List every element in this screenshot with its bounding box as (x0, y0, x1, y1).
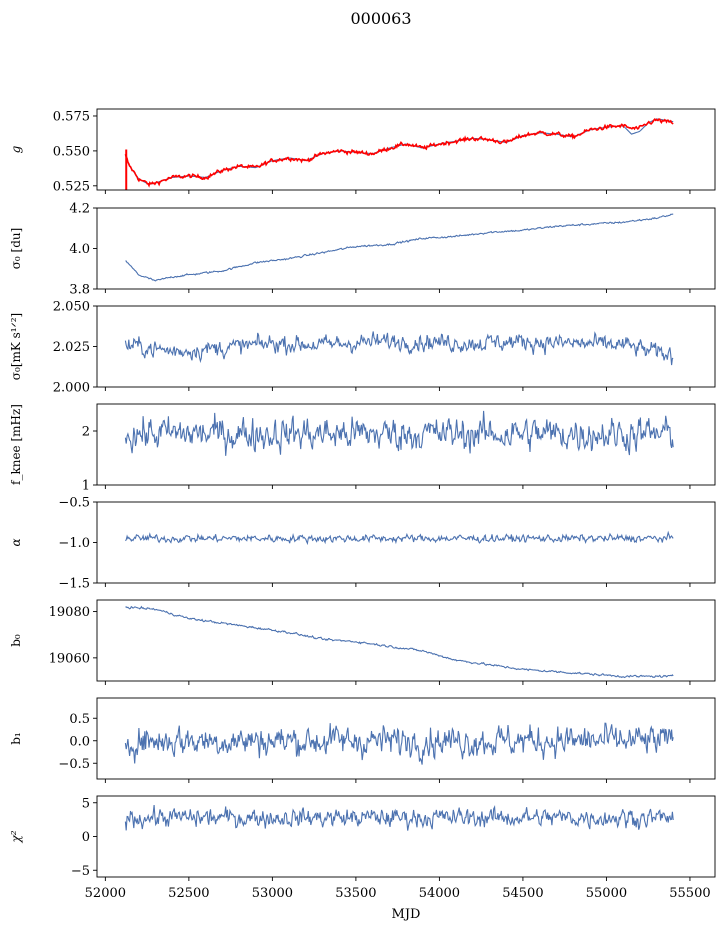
panel-fknee: 1 2 f_knee [mHz] (9, 403, 716, 494)
ytick-label: 0.5 (69, 712, 90, 727)
series-line-g-1 (124, 117, 674, 188)
panel-frame (96, 207, 716, 290)
series-line-b0-0 (125, 605, 674, 679)
ytick-label: 4.0 (69, 242, 90, 257)
panel-frame (96, 108, 716, 191)
ytick-label: 4.2 (69, 202, 90, 217)
series-line-alpha-0 (125, 530, 674, 546)
ytick-label: 0.550 (53, 144, 90, 159)
xtick-label: 52500 (168, 886, 209, 901)
ytick-label: 3.8 (69, 283, 90, 298)
ytick-label: 0.525 (53, 179, 90, 194)
panel-frame (96, 403, 716, 486)
ylabel-fknee: f_knee [mHz] (9, 404, 23, 485)
ytick-label: 1 (82, 479, 90, 494)
ytick-label: −0.5 (58, 757, 90, 772)
panel-frame (96, 697, 716, 780)
panel-b1: −0.5 0.0 0.5 b₁ (9, 697, 716, 783)
series-line-fknee-0 (124, 410, 674, 456)
series-line-sigma0-du-0 (125, 213, 674, 282)
series-line-chi2-0 (124, 804, 674, 831)
ylabel-alpha: α (9, 538, 23, 546)
ytick-label: 2.000 (53, 381, 90, 396)
ylabel-b0: b₀ (9, 634, 23, 647)
figure-title: 000063 (350, 9, 411, 28)
panel-frame (96, 795, 716, 878)
ytick-label: 19080 (49, 605, 90, 620)
ytick-label: 5 (82, 796, 90, 811)
panel-frame (96, 501, 716, 584)
ylabel-g: g (9, 145, 23, 153)
shared-x-axis: 52000 52500 53000 53500 54000 54500 55000 55500… (85, 886, 711, 922)
ytick-label: 19060 (49, 651, 90, 666)
ylabel-sigma0-mks: σ₀[mK s¹ᐟ²] (9, 313, 23, 380)
panel-frame (96, 599, 716, 682)
xtick-label: 53000 (252, 886, 293, 901)
ytick-label: −1.5 (58, 577, 90, 592)
series-line-b1-0 (124, 722, 674, 765)
ytick-label: −5 (71, 864, 90, 879)
ylabel-sigma0-du: σ₀ [du] (9, 228, 23, 270)
xtick-label: 55500 (669, 886, 710, 901)
xtick-label: 55000 (586, 886, 627, 901)
ytick-label: −0.5 (58, 496, 90, 511)
xtick-label: 53500 (335, 886, 376, 901)
ytick-label: 2.050 (53, 300, 90, 315)
xtick-label: 54500 (502, 886, 543, 901)
panel-chi2: −5 0 5 χ² (9, 795, 716, 881)
ylabel-b1: b₁ (9, 732, 23, 745)
ytick-label: 0.575 (53, 109, 90, 124)
panel-b0: 19060 19080 b₀ (9, 599, 716, 685)
panel-sigma0-mks: 2.000 2.025 2.050 σ₀[mK s¹ᐟ²] (9, 300, 716, 396)
ytick-label: −1.0 (58, 536, 90, 551)
xtick-label: 54000 (419, 886, 460, 901)
panel-sigma0-du: 3.8 4.0 4.2 σ₀ [du] (9, 202, 716, 298)
ylabel-chi2: χ² (9, 830, 23, 843)
panel-g: 0.525 0.550 0.575 g (9, 108, 716, 194)
ytick-label: 2 (82, 425, 90, 440)
ytick-label: 0.0 (69, 734, 90, 749)
ytick-label: 2.025 (53, 340, 90, 355)
panel-alpha: −1.5 −1.0 −0.5 α (9, 496, 716, 592)
xtick-label: 52000 (85, 886, 126, 901)
xlabel: MJD (392, 907, 421, 922)
ytick-label: 0 (82, 830, 90, 845)
series-line-sigma0-mks-0 (124, 331, 674, 366)
